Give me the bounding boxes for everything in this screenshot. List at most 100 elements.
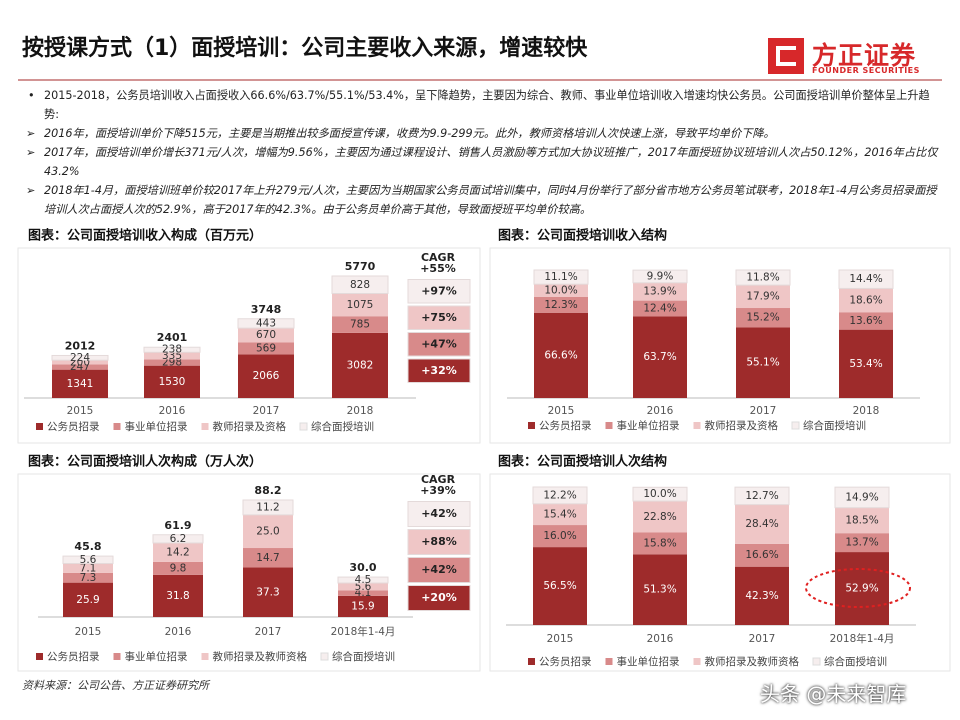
data-label: 7.3 [80, 572, 97, 584]
x-tick-label: 2018年1-4月 [830, 632, 895, 645]
legend-label: 综合面授培训 [311, 420, 374, 433]
legend-swatch [605, 422, 613, 429]
chart-title: 图表：公司面授培训收入结构 [498, 228, 667, 244]
legend-label: 教师招录及资格 [213, 420, 287, 433]
cagr-box [407, 332, 471, 357]
legend-label: 教师招录及资格 [705, 419, 779, 432]
slide-title: 按授课方式（1）面授培训：公司主要收入来源，增速较快 [22, 36, 588, 61]
total-label: 3748 [251, 303, 282, 316]
data-label: 14.2 [166, 546, 189, 558]
bar-segment [51, 354, 109, 361]
bar-segment [242, 499, 294, 516]
cagr-box [407, 305, 471, 330]
data-label: 18.5% [845, 514, 878, 526]
bar-segment [533, 547, 587, 625]
logo-bar [780, 50, 804, 62]
bar-segment [332, 316, 388, 333]
data-label: 25.9 [76, 594, 99, 606]
data-label: 16.6% [745, 549, 778, 561]
x-tick-label: 2016 [647, 405, 674, 417]
sub-bullet: 2016年，面授培训单价下降515元，主要是当期推出较多面授宣传课，收费为9.9… [26, 124, 938, 143]
x-tick-label: 2018 [347, 405, 374, 417]
data-label: 443 [256, 317, 276, 329]
x-tick-label: 2017 [253, 405, 280, 417]
bar-segment [144, 365, 200, 398]
bar-segment [633, 316, 687, 398]
chart-title: 图表：公司面授培训人次结构 [498, 454, 667, 470]
bar-segment [533, 269, 589, 285]
legend-label: 综合面授培训 [803, 419, 866, 432]
bar-segment [735, 269, 791, 286]
data-label: 14.7 [256, 552, 279, 564]
bar-segment [237, 318, 295, 329]
legend-swatch [201, 423, 209, 430]
cagr-box [407, 557, 471, 583]
data-label: 569 [256, 342, 276, 354]
bar-segment [152, 534, 204, 544]
data-label: 14.9% [845, 491, 878, 503]
total-label: 2401 [157, 331, 188, 344]
cagr-label: +47% [421, 337, 457, 350]
x-tick-label: 2016 [165, 626, 192, 638]
data-label: 15.9 [351, 600, 374, 612]
legend-label: 综合面授培训 [332, 650, 395, 663]
total-label: 45.8 [74, 540, 101, 553]
legend-swatch [812, 657, 821, 666]
legend-label: 综合面授培训 [824, 655, 887, 668]
sub-bullet: 2018年1-4月，面授培训班单价较2017年上升279元/人次，主要因为当期国… [26, 181, 938, 219]
data-label: 1530 [159, 376, 186, 388]
data-label: 11.8% [746, 272, 779, 284]
bar-segment [534, 297, 588, 313]
bar-segment [839, 329, 893, 398]
cagr-box [407, 358, 471, 383]
x-tick-label: 2017 [749, 633, 776, 645]
data-label: 238 [162, 344, 182, 356]
data-label: 12.7% [745, 490, 778, 502]
bar-segment [534, 312, 588, 398]
legend-label: 教师招录及教师资格 [213, 650, 308, 663]
legend-swatch [605, 658, 613, 665]
legend-label: 事业单位招录 [617, 655, 680, 668]
data-label: 15.2% [746, 312, 779, 324]
cagr-box [407, 279, 471, 304]
bar-segment [735, 504, 789, 544]
data-label: 224 [70, 352, 90, 364]
bar-segment [633, 300, 687, 317]
legend-label: 公务员招录 [539, 419, 592, 432]
data-label: 12.4% [643, 303, 676, 315]
bar-segment [632, 486, 688, 502]
legend-label: 公务员招录 [47, 650, 100, 663]
data-label: 25.0 [256, 525, 279, 537]
cagr-label: +75% [421, 311, 457, 324]
data-label: 7.1 [80, 562, 97, 574]
data-label: 53.4% [849, 358, 882, 370]
cagr-box [407, 585, 471, 611]
legend-swatch [113, 423, 121, 430]
data-label: 10.0% [544, 285, 577, 297]
x-tick-label: 2015 [67, 405, 94, 417]
total-label: 2012 [65, 339, 96, 352]
data-label: 13.9% [643, 286, 676, 298]
bar-segment [144, 352, 200, 360]
data-label: 42.3% [745, 590, 778, 602]
bar-segment [153, 542, 203, 562]
bar-segment [735, 566, 789, 625]
bar-segment [632, 269, 688, 284]
x-tick-label: 2017 [255, 626, 282, 638]
bar-segment [52, 364, 108, 370]
bar-segment [62, 555, 114, 565]
bar-segment [238, 354, 294, 398]
cagr-total: +55% [420, 262, 456, 275]
bar-segment [633, 282, 687, 301]
data-label: 5.6 [80, 554, 97, 566]
cagr-box [407, 501, 471, 527]
data-label: 16.0% [543, 530, 576, 542]
bar-segment [331, 275, 389, 295]
x-tick-label: 2017 [750, 405, 777, 417]
data-label: 13.7% [845, 537, 878, 549]
data-label: 11.2 [256, 501, 279, 513]
bar-segment [633, 532, 687, 555]
legend-label: 事业单位招录 [617, 419, 680, 432]
x-tick-label: 2015 [548, 405, 575, 417]
